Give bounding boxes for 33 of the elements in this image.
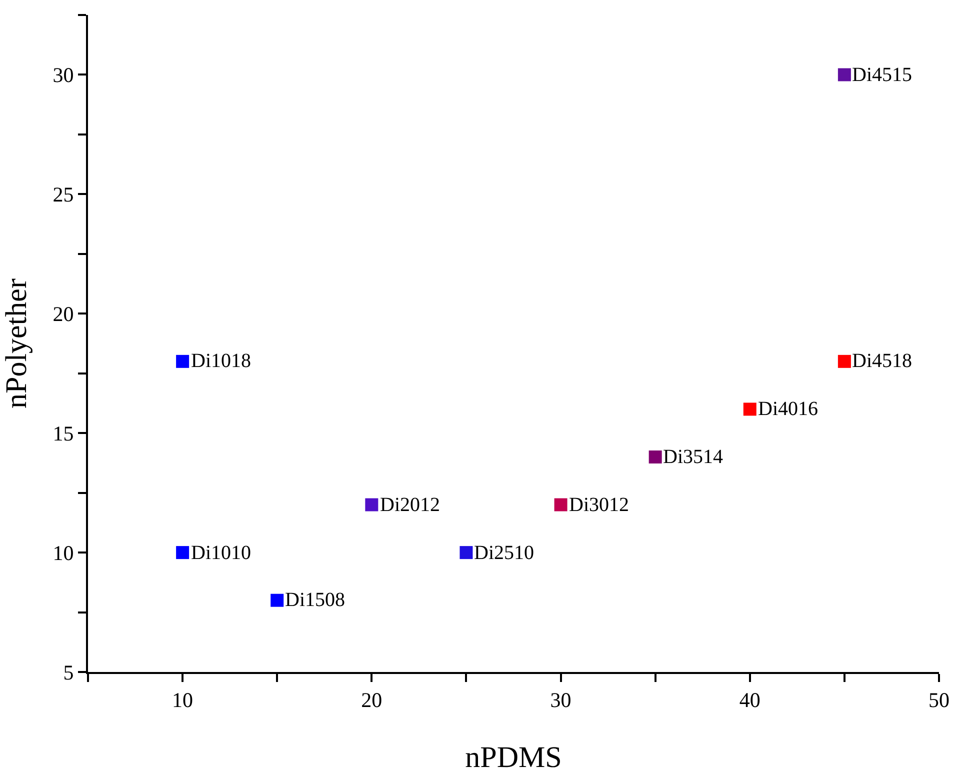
point [648, 450, 662, 464]
y-tick-label: 5 [63, 660, 74, 684]
annotation: Di4518 [852, 350, 912, 372]
point [176, 354, 190, 368]
y-axis-title: nPolyether [0, 278, 33, 408]
y-tick-label: 30 [52, 63, 74, 88]
annotation: Di3514 [663, 446, 723, 468]
y-tick-label: 20 [52, 302, 74, 326]
annotation: Di2012 [380, 494, 440, 516]
point [270, 594, 284, 607]
annotation: Di2510 [474, 542, 534, 564]
x-tick-label: 20 [361, 688, 382, 712]
x-tick-label: 30 [550, 688, 572, 712]
point [838, 354, 851, 368]
y-tick-label: 10 [52, 540, 74, 565]
x-tick-label: 10 [172, 688, 194, 712]
annotation: Di4515 [852, 64, 912, 86]
y-tick-label: 25 [52, 182, 74, 207]
point [365, 498, 378, 512]
point [838, 68, 851, 82]
point [460, 546, 473, 560]
annotation: Di1508 [285, 589, 345, 611]
point [176, 546, 190, 560]
x-axis-title: nPDMS [465, 741, 562, 774]
annotation: Di3012 [569, 494, 629, 516]
point [743, 402, 756, 416]
x-tick-label: 40 [739, 688, 760, 712]
y-tick-label: 15 [52, 421, 74, 446]
annotation: Di4016 [758, 398, 818, 420]
annotation: Di1010 [191, 542, 251, 564]
x-tick-label: 50 [928, 688, 950, 712]
annotation: Di1018 [191, 350, 251, 372]
point [554, 498, 568, 512]
